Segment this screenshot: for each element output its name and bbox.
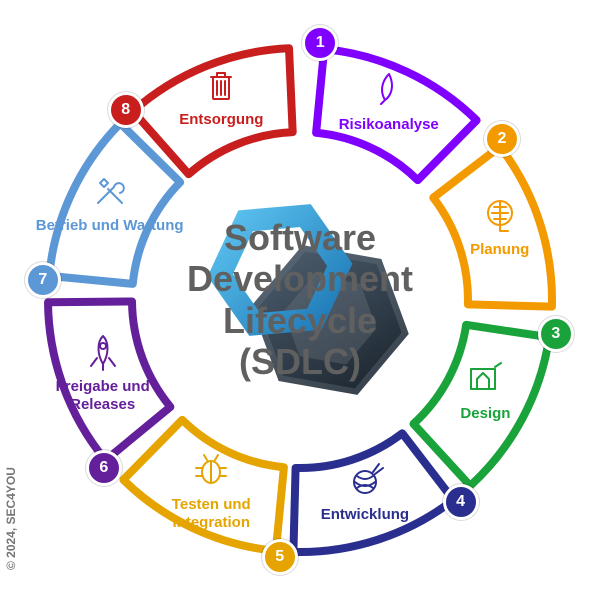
segment-7: Betrieb und Wartung	[30, 171, 190, 235]
badge-7: 7	[25, 262, 61, 298]
sdlc-diagram: Software Development Lifecycle (SDLC) Ri…	[0, 0, 600, 600]
segment-label: Risikoanalyse	[309, 116, 469, 134]
segment-label: Design	[405, 405, 565, 423]
badge-3: 3	[538, 316, 574, 352]
segment-6: Freigabe und Releases	[23, 332, 183, 414]
segment-label: Testen und Integration	[131, 496, 291, 532]
segment-label: Planung	[420, 241, 580, 259]
segment-8: Entsorgung	[141, 65, 301, 129]
segment-label: Freigabe und Releases	[23, 378, 183, 414]
segment-label: Entsorgung	[141, 111, 301, 129]
segment-4: Entwicklung	[285, 460, 445, 524]
segment-3: Design	[405, 359, 565, 423]
segment-label: Entwicklung	[285, 506, 445, 524]
tools-icon	[90, 171, 130, 211]
badge-8: 8	[108, 92, 144, 128]
segment-label: Betrieb und Wartung	[30, 217, 190, 235]
badge-1: 1	[302, 25, 338, 61]
trash-icon	[201, 65, 241, 105]
rocket-icon	[83, 332, 123, 372]
knit-icon	[345, 460, 385, 500]
badge-4: 4	[443, 484, 479, 520]
badge-5: 5	[262, 539, 298, 575]
segment-2: Planung	[420, 195, 580, 259]
badge-6: 6	[86, 450, 122, 486]
bug-icon	[191, 450, 231, 490]
blueprint-icon	[465, 359, 505, 399]
copyright: © 2024, SEC4YOU	[4, 467, 18, 570]
segment-1: Risikoanalyse	[309, 70, 469, 134]
brain-icon	[480, 195, 520, 235]
segment-5: Testen und Integration	[131, 450, 291, 532]
risk-icon	[369, 70, 409, 110]
